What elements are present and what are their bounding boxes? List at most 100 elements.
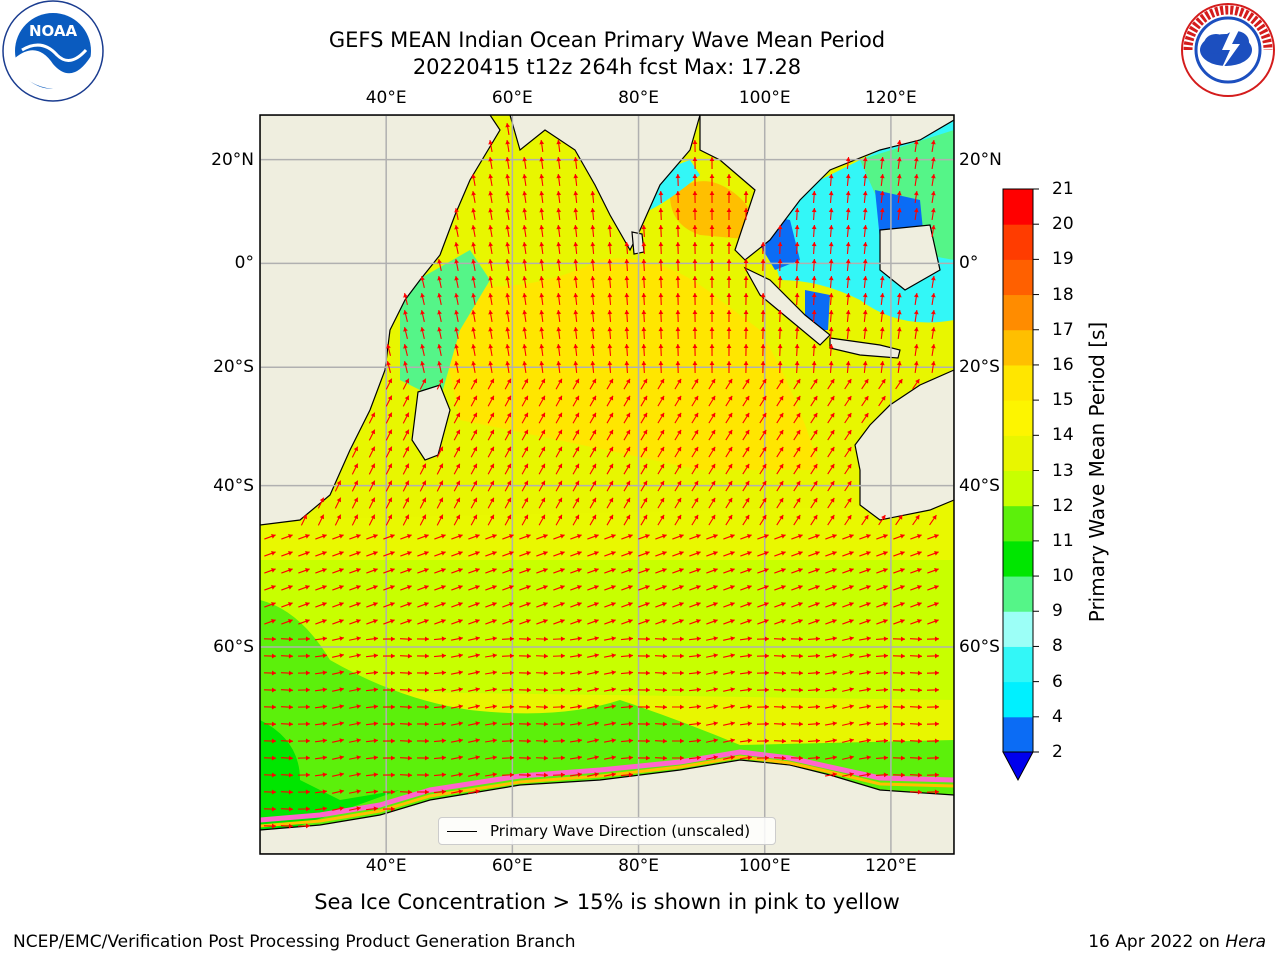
wave-arrow	[691, 514, 699, 526]
wave-arrow	[332, 755, 344, 760]
wave-arrow	[862, 326, 868, 340]
wave-arrow	[399, 721, 413, 727]
wave-arrow	[773, 704, 787, 710]
colorbar-tick-label: 11	[1052, 530, 1074, 551]
wave-arrow	[723, 670, 735, 675]
wave-arrow	[437, 361, 442, 373]
sea-ice-note: Sea Ice Concentration > 15% is shown in …	[314, 890, 900, 914]
wave-arrow	[536, 534, 548, 540]
wave-arrow	[604, 653, 616, 658]
wave-arrow	[606, 429, 614, 441]
colorbar-label: Primary Wave Mean Period [s]	[1085, 321, 1109, 623]
wave-arrow	[709, 241, 715, 255]
wave-arrow	[535, 721, 549, 727]
wave-arrow	[315, 602, 327, 608]
wave-arrow	[675, 173, 681, 187]
wave-arrow	[671, 721, 685, 727]
wave-arrow	[518, 653, 532, 659]
wave-arrow	[654, 738, 668, 744]
wave-arrow	[725, 446, 733, 458]
wave-arrow	[436, 446, 444, 458]
wave-arrow	[674, 463, 682, 475]
wave-arrow	[842, 551, 854, 557]
wave-arrow	[297, 670, 311, 676]
wave-arrow	[913, 292, 919, 306]
wave-arrow	[742, 514, 750, 526]
wave-arrow	[556, 241, 562, 255]
wave-arrow	[468, 636, 480, 641]
wave-arrow	[487, 446, 495, 458]
wave-arrow	[657, 463, 665, 475]
wave-arrow	[587, 755, 599, 760]
wave-arrow	[332, 721, 344, 726]
wave-arrow	[912, 514, 920, 526]
colorbar-segment	[1003, 400, 1033, 436]
wave-arrow	[930, 292, 936, 306]
wave-arrow	[620, 636, 634, 642]
wave-arrow	[725, 378, 733, 390]
wave-arrow	[927, 585, 939, 591]
wave-arrow	[538, 446, 546, 458]
colorbar-tick-label: 14	[1052, 425, 1074, 446]
wave-arrow	[518, 721, 532, 727]
wave-arrow	[743, 360, 749, 374]
wave-arrow	[590, 275, 596, 289]
wave-arrow	[536, 585, 548, 591]
colorbar-tick-label: 4	[1052, 706, 1063, 727]
wave-arrow	[875, 687, 889, 693]
wave-arrow	[811, 241, 817, 255]
wave-arrow	[929, 514, 937, 526]
wave-arrow	[471, 344, 476, 356]
wave-arrow	[675, 326, 681, 340]
wave-arrow	[587, 636, 599, 641]
wave-arrow	[468, 789, 480, 794]
wave-arrow	[691, 412, 699, 424]
wave-arrow	[454, 344, 459, 356]
wave-arrow	[875, 704, 889, 710]
wave-arrow	[811, 343, 817, 357]
wave-arrow	[572, 429, 580, 441]
wave-arrow	[824, 704, 838, 710]
wave-arrow	[674, 480, 682, 492]
lon-tick-label: 40°E	[365, 856, 407, 876]
wave-arrow	[468, 704, 480, 709]
wave-arrow	[760, 343, 766, 357]
wave-arrow	[552, 772, 566, 778]
wave-arrow	[913, 309, 919, 323]
wave-arrow	[726, 224, 732, 238]
wave-arrow	[844, 480, 852, 492]
wave-arrow	[607, 360, 613, 374]
wave-arrow	[858, 704, 872, 710]
wave-arrow	[692, 343, 698, 357]
land-masses	[260, 115, 954, 854]
wave-arrow	[708, 480, 716, 492]
wave-arrow	[824, 670, 838, 676]
wave-arrow	[742, 412, 750, 424]
wave-arrow	[501, 721, 515, 727]
wave-arrow	[828, 224, 834, 238]
wave-arrow	[365, 721, 379, 727]
wave-arrow	[655, 534, 667, 540]
wave-arrow	[671, 704, 685, 710]
wave-arrow	[484, 721, 498, 727]
wave-arrow	[281, 585, 293, 591]
wave-arrow	[280, 738, 294, 744]
wave-arrow	[555, 412, 563, 424]
wave-arrow	[691, 480, 699, 492]
wave-arrow	[264, 568, 276, 574]
wave-arrow	[740, 602, 752, 608]
wave-arrow	[691, 446, 699, 458]
wave-arrow	[587, 534, 599, 540]
wave-arrow	[658, 292, 664, 306]
wave-arrow	[910, 602, 922, 608]
wave-arrow	[604, 585, 616, 591]
wave-arrow	[824, 636, 838, 642]
wave-arrow	[297, 704, 311, 710]
wave-arrow	[556, 173, 562, 187]
wave-arrow	[692, 360, 698, 374]
wave-arrow	[844, 378, 852, 390]
wave-arrow	[654, 704, 668, 710]
wave-arrow	[910, 551, 922, 557]
wave-arrow	[556, 275, 562, 289]
wave-arrow	[502, 534, 514, 540]
